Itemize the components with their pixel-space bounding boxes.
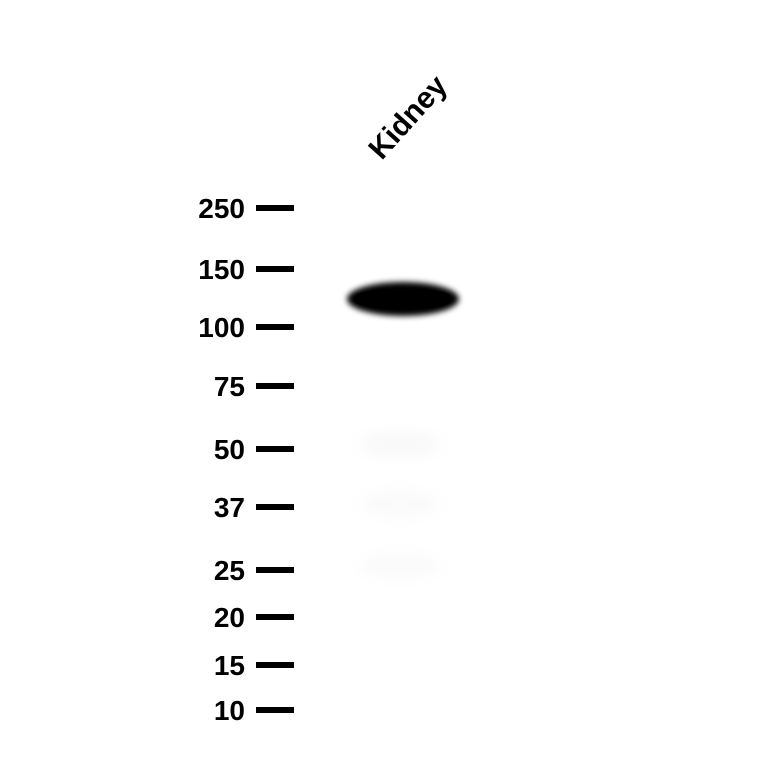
marker-tick-15: [256, 662, 294, 668]
marker-label-25: 25: [214, 555, 245, 587]
marker-tick-37: [256, 504, 294, 510]
marker-tick-250: [256, 205, 294, 211]
marker-tick-75: [256, 383, 294, 389]
marker-label-250: 250: [198, 193, 245, 225]
marker-label-10: 10: [214, 695, 245, 727]
marker-tick-25: [256, 567, 294, 573]
marker-tick-10: [256, 707, 294, 713]
marker-label-100: 100: [198, 312, 245, 344]
marker-tick-150: [256, 266, 294, 272]
band-main-core: [355, 289, 451, 309]
marker-tick-100: [256, 324, 294, 330]
faint-band-2: [361, 492, 439, 516]
marker-label-50: 50: [214, 434, 245, 466]
marker-label-15: 15: [214, 650, 245, 682]
marker-tick-50: [256, 446, 294, 452]
western-blot-figure: Kidney 250 150 100 75 50 37 25 20 15 10: [0, 0, 764, 764]
lane-label-kidney: Kidney: [362, 69, 454, 166]
marker-label-75: 75: [214, 371, 245, 403]
faint-band-1: [360, 431, 440, 457]
faint-band-3: [360, 554, 440, 578]
marker-label-37: 37: [214, 492, 245, 524]
marker-label-20: 20: [214, 602, 245, 634]
marker-tick-20: [256, 614, 294, 620]
marker-label-150: 150: [198, 254, 245, 286]
